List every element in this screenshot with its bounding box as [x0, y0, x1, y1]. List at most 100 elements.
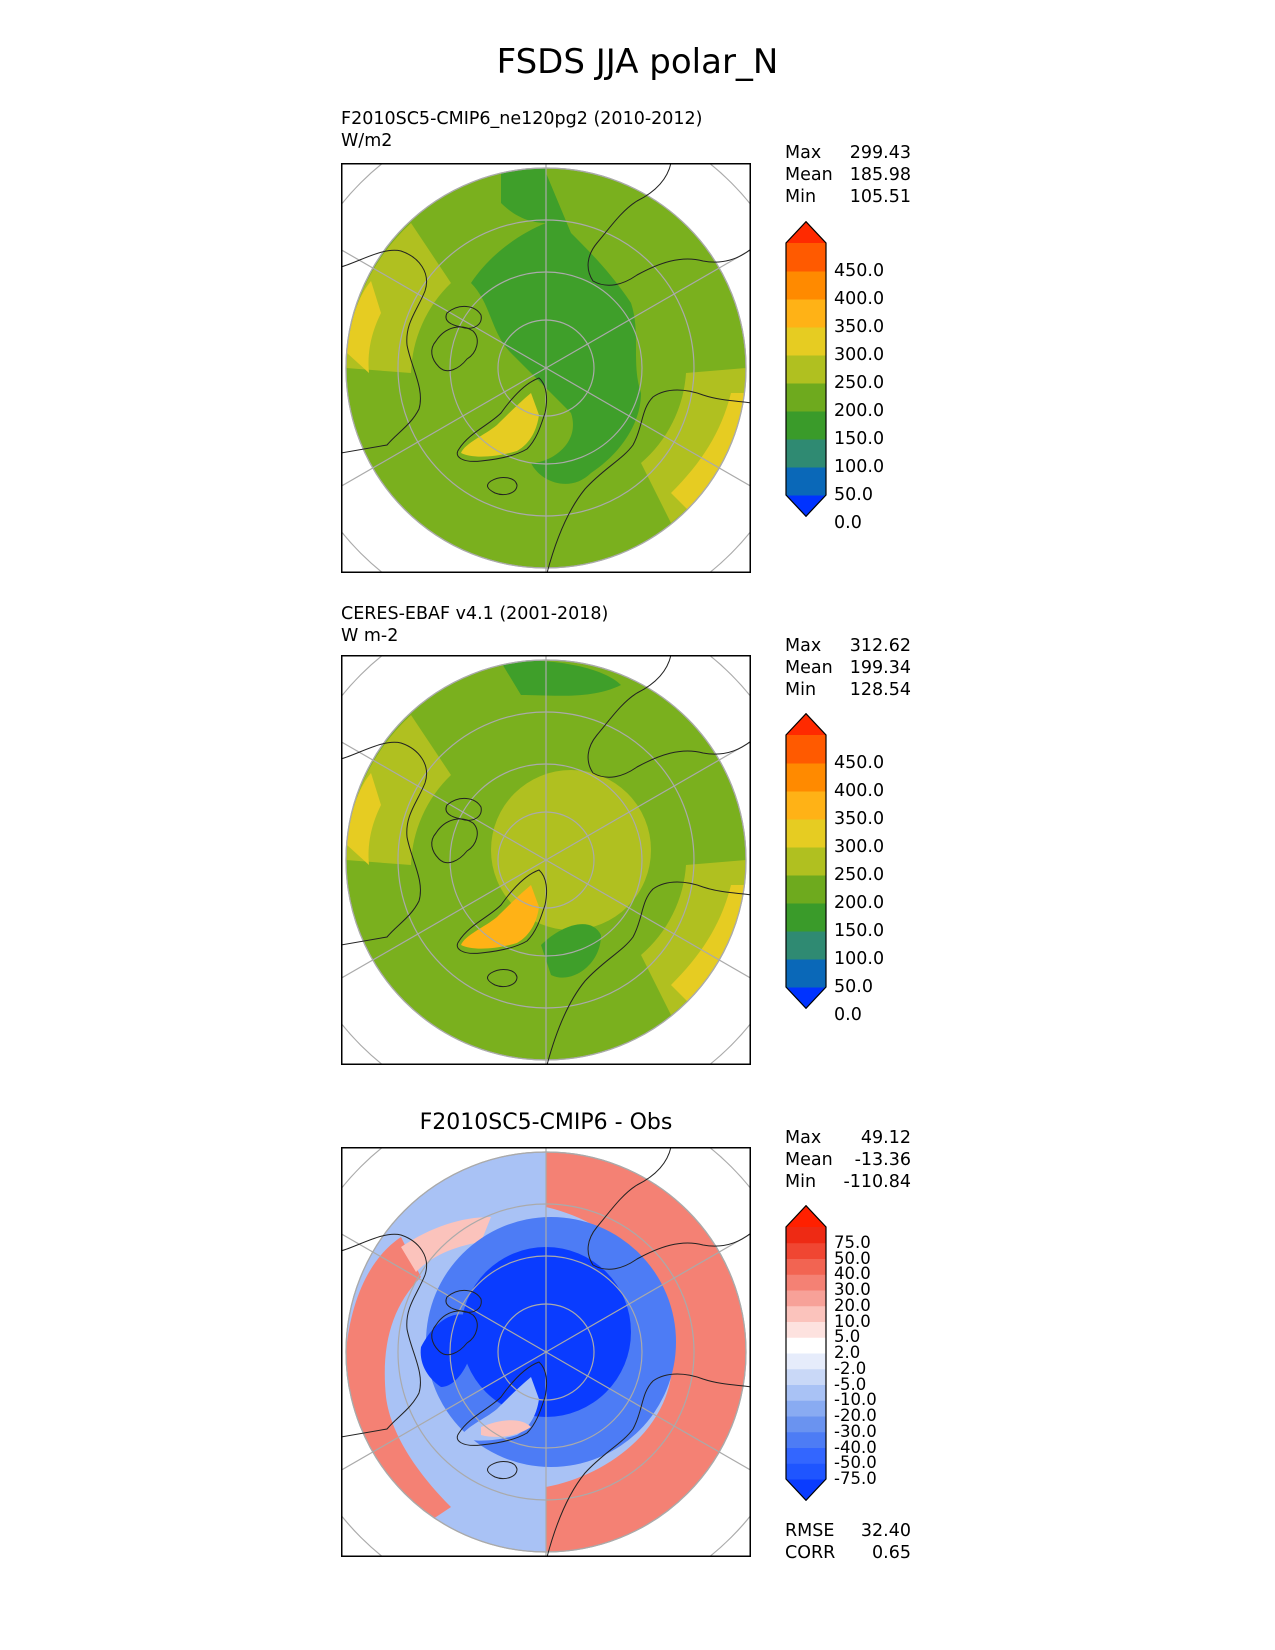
panel3-title: F2010SC5-CMIP6 - Obs [419, 1110, 673, 1135]
colorbar-tick-label: -10.0 [834, 1390, 877, 1410]
meridian-line [545, 367, 751, 488]
colorbar-tick-label: 0.0 [834, 1005, 862, 1025]
colorbar-tick-label: 400.0 [834, 781, 885, 801]
meridian-line [341, 1351, 547, 1472]
stat-max-label: Max [785, 1128, 822, 1148]
coastline [546, 389, 751, 573]
coastline [445, 306, 482, 329]
field-region [501, 660, 621, 696]
colorbar-tick-label: 350.0 [834, 317, 885, 337]
colorbar-tick-label: 30.0 [834, 1280, 871, 1299]
colorbar-extend-low [786, 1479, 826, 1501]
meridian-line [341, 248, 547, 369]
colorbar-segment [786, 1463, 826, 1480]
colorbar-extend-high [786, 713, 826, 735]
meridian-line [545, 1351, 751, 1472]
colorbar-tick-label: -2.0 [834, 1358, 867, 1378]
stat-min-label: Min [785, 1172, 817, 1192]
colorbar-segment [786, 1274, 826, 1291]
stat-max-label: Max [785, 636, 822, 656]
panel2-title-obs: CERES-EBAF v4.1 (2001-2018) [341, 604, 609, 624]
rmse-value: 32.40 [860, 1521, 911, 1541]
colorbar-segment [786, 875, 826, 904]
colorbar-segment [786, 1321, 826, 1338]
colorbar-tick-label: -40.0 [834, 1437, 877, 1457]
field-region [641, 860, 746, 1015]
colorbar-segment [786, 243, 826, 272]
colorbar-tick-label: 200.0 [834, 401, 885, 421]
colorbar-tick-label: -75.0 [834, 1469, 877, 1488]
colorbar-segment [786, 1242, 826, 1259]
map-frame [341, 163, 751, 573]
coastline [546, 881, 751, 1065]
field-region [501, 168, 546, 223]
map-panel-obs [341, 655, 751, 1065]
colorbar-segment [786, 1305, 826, 1322]
coastline [487, 477, 518, 496]
graticule [341, 163, 751, 573]
colorbar-segment [786, 735, 826, 764]
colorbar-segment [786, 763, 826, 792]
colorbar-tick-label: 350.0 [834, 809, 885, 829]
field-region [541, 924, 601, 978]
colorbar-tick-label: 10.0 [834, 1311, 871, 1331]
coastlines [341, 1147, 751, 1557]
map-panel-diff [341, 1147, 751, 1557]
panel1-title-case: F2010SC5-CMIP6_ne120pg2 (2010-2012) [341, 109, 703, 129]
coastlines [341, 163, 751, 573]
stat-mean-label: Mean [785, 165, 833, 185]
field-region [347, 773, 381, 865]
panel2-units: W m-2 [341, 626, 399, 646]
diff-region [546, 1152, 746, 1552]
coastline [341, 1233, 427, 1438]
colorbar-tick-label: 450.0 [834, 753, 885, 773]
meridian-line [545, 740, 751, 861]
colorbar-segment [786, 1431, 826, 1448]
panel2-title: CERES-EBAF v4.1 (2001-2018) W m-2 [341, 603, 608, 647]
stat-max-label: Max [785, 143, 822, 163]
coastline [445, 1290, 482, 1313]
meridian-line [341, 367, 547, 488]
colorbar-tick-label: 300.0 [834, 837, 885, 857]
colorbar-segment [786, 1368, 826, 1385]
coastline [341, 249, 427, 454]
colorbar-extend-high [786, 221, 826, 243]
colorbar-tick-label: 150.0 [834, 921, 885, 941]
colorbar-outline [785, 713, 827, 1009]
colorbar-segment [786, 383, 826, 412]
colorbar-segment [786, 355, 826, 384]
colorbar-segment [786, 299, 826, 328]
panel2-stats: Max 312.62 Mean 199.34 Min 128.54 [785, 635, 911, 701]
colorbar-model [785, 221, 827, 517]
corr-label: CORR [785, 1543, 836, 1563]
field-region [641, 368, 746, 523]
colorbar-tick-label: -30.0 [834, 1421, 877, 1441]
stat-min-label: Min [785, 187, 817, 207]
colorbar-diff [785, 1205, 827, 1501]
coastline [587, 1147, 751, 1270]
colorbar-tick-label: 2.0 [834, 1343, 861, 1362]
field-region [671, 885, 745, 1005]
panel1-title: F2010SC5-CMIP6_ne120pg2 (2010-2012) W/m2 [341, 108, 703, 152]
colorbar-segment [786, 847, 826, 876]
colorbar-segment [786, 1337, 826, 1354]
colorbar-segment [786, 1400, 826, 1417]
coastline [546, 1373, 751, 1557]
colorbar-segment [786, 931, 826, 960]
colorbar-segment [786, 1258, 826, 1275]
colorbar-outline [785, 221, 827, 517]
colorbar-tick-label: 5.0 [834, 1327, 861, 1347]
coastlines [341, 655, 751, 1065]
colorbar-tick-label: 400.0 [834, 289, 885, 309]
colorbar-tick-label: 150.0 [834, 429, 885, 449]
colorbar-tick-label: 40.0 [834, 1264, 871, 1284]
colorbar-extend-high [786, 1205, 826, 1227]
stat-mean-label: Mean [785, 1150, 833, 1170]
colorbar-segment [786, 411, 826, 440]
meridian-line [545, 859, 751, 980]
stat-mean-label: Mean [785, 658, 833, 678]
colorbar-tick-label: 100.0 [834, 457, 885, 477]
map-panel-model [341, 163, 751, 573]
field-region [461, 885, 539, 949]
colorbar-tick-label: 20.0 [834, 1295, 871, 1315]
